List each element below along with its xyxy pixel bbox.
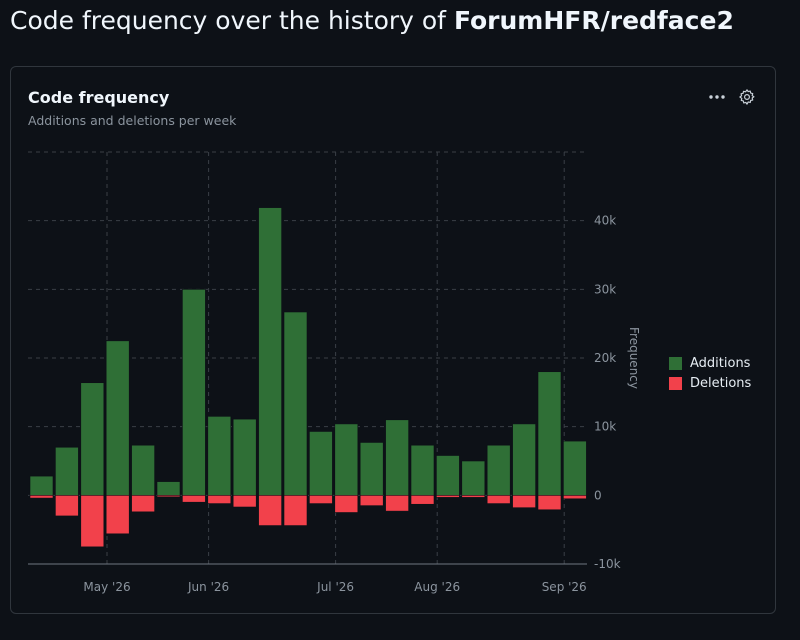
bar-additions (80, 382, 105, 496)
bar-additions (131, 444, 155, 496)
bar-additions (182, 289, 206, 496)
bar-additions (512, 423, 536, 496)
y-tick-label: 10k (594, 420, 616, 434)
x-tick-label: Jun '26 (187, 580, 229, 594)
bar-deletions (410, 495, 435, 505)
code-frequency-card: Code frequency Additions and deletions p… (10, 66, 776, 614)
bar-additions (207, 416, 232, 496)
bar-additions (55, 446, 79, 496)
bar-deletions (512, 495, 536, 508)
gear-icon (739, 89, 755, 105)
y-tick-label: -10k (594, 557, 621, 571)
bar-additions (461, 460, 486, 496)
bar-deletions (182, 495, 206, 503)
bar-deletions (207, 495, 232, 504)
bar-deletions (486, 495, 511, 504)
x-tick-label: Jul '26 (316, 580, 354, 594)
repo-name: ForumHFR/redface2 (453, 6, 734, 35)
bar-additions (283, 311, 308, 496)
bar-additions (436, 455, 460, 496)
bar-deletions (55, 495, 79, 517)
legend-label-additions: Additions (690, 355, 751, 371)
legend-item-deletions[interactable]: Deletions (669, 373, 751, 393)
bar-deletions (461, 495, 486, 498)
bar-deletions (563, 495, 587, 500)
bar-additions (410, 444, 435, 496)
y-tick-label: 20k (594, 351, 616, 365)
bar-deletions (80, 495, 105, 548)
x-tick-label: Sep '26 (542, 580, 587, 594)
bar-deletions (334, 495, 359, 513)
legend-item-additions[interactable]: Additions (669, 353, 751, 373)
bar-additions (232, 418, 257, 496)
bar-deletions (29, 495, 54, 499)
page-title-prefix: Code frequency over the history of (10, 6, 454, 35)
bar-deletions (283, 495, 308, 526)
x-tick-label: May '26 (83, 580, 130, 594)
chart-legend: Additions Deletions (669, 353, 751, 393)
bar-deletions (105, 495, 130, 535)
bar-deletions (232, 495, 257, 508)
bar-deletions (131, 495, 155, 513)
bar-deletions (436, 495, 460, 498)
bar-additions (385, 419, 409, 496)
bar-additions (156, 481, 181, 496)
page-title: Code frequency over the history of Forum… (10, 6, 734, 35)
bar-additions (334, 423, 359, 496)
chart-settings-button[interactable] (735, 85, 759, 109)
bar-additions (258, 207, 282, 496)
bar-deletions (537, 495, 562, 511)
y-tick-label: 30k (594, 282, 616, 296)
bar-deletions (258, 495, 282, 526)
card-title: Code frequency (28, 88, 170, 107)
bar-additions (486, 444, 511, 496)
legend-swatch-additions (669, 356, 682, 370)
bar-additions (537, 371, 562, 496)
bar-additions (563, 440, 587, 496)
y-tick-label: 0 (594, 488, 602, 502)
bar-additions (309, 431, 333, 496)
bar-deletions (385, 495, 409, 512)
bar-deletions (156, 495, 181, 498)
x-tick-label: Aug '26 (414, 580, 460, 594)
more-options-button[interactable] (705, 85, 729, 109)
card-subtitle: Additions and deletions per week (28, 113, 237, 128)
bar-additions (105, 340, 130, 496)
bar-additions (29, 475, 54, 496)
bar-deletions (359, 495, 384, 506)
legend-swatch-deletions (669, 376, 682, 390)
code-frequency-chart: 40k 30k 20k 10k 0 -10k May '26 Jun '26 Jul '26 Au… (28, 151, 641, 594)
y-axis-label: Frequency (627, 327, 641, 389)
y-tick-label: 40k (594, 214, 616, 228)
bar-deletions (309, 495, 333, 504)
kebab-horizontal-icon (709, 95, 725, 99)
bar-additions (359, 442, 384, 496)
legend-label-deletions: Deletions (690, 375, 752, 391)
